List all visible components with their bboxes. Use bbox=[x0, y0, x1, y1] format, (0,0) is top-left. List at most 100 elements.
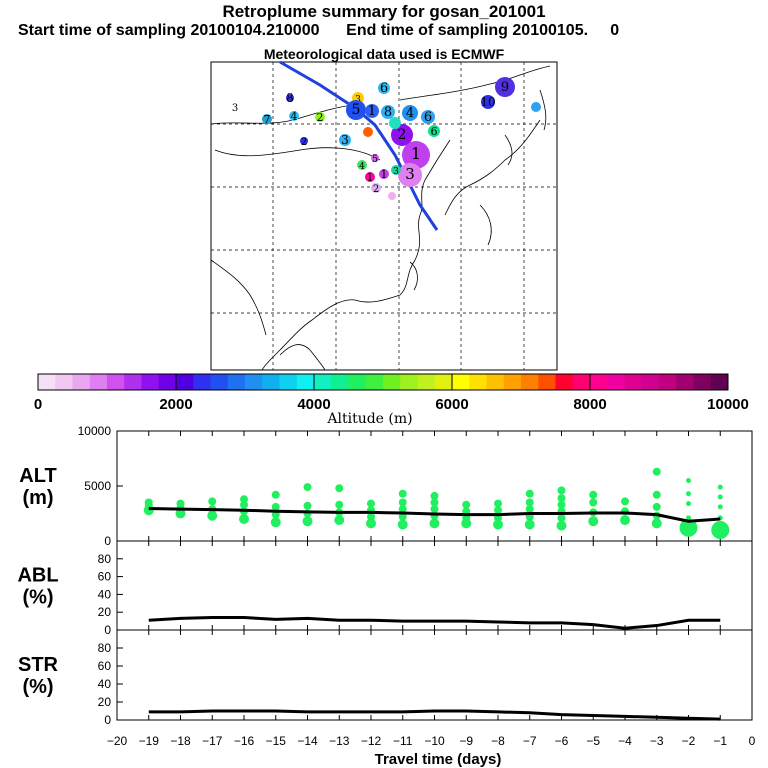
x-tick-label: −2 bbox=[682, 734, 696, 748]
cluster-dot bbox=[402, 105, 418, 121]
cluster-point bbox=[397, 519, 408, 530]
cluster-point bbox=[303, 483, 312, 492]
colorbar-swatch bbox=[590, 374, 608, 390]
colorbar-swatch bbox=[296, 374, 315, 390]
cluster-dot bbox=[339, 134, 351, 146]
colorbar-swatch bbox=[641, 374, 660, 390]
cluster-point bbox=[557, 486, 566, 495]
cluster-label: 4 bbox=[359, 162, 365, 172]
colorbar-swatch bbox=[365, 374, 384, 390]
colorbar-tick-label: 2000 bbox=[159, 396, 192, 413]
cluster-dot bbox=[286, 94, 294, 102]
colorbar-swatch bbox=[124, 374, 142, 390]
colorbar-swatch bbox=[521, 374, 539, 390]
cluster-dot bbox=[365, 104, 379, 118]
colorbar-swatch bbox=[469, 374, 487, 390]
cluster-point bbox=[621, 497, 629, 506]
colorbar-swatch bbox=[158, 374, 177, 390]
x-tick-label: −19 bbox=[139, 734, 160, 748]
colorbar-swatch bbox=[555, 374, 574, 390]
colorbar-swatch bbox=[538, 374, 556, 390]
colorbar-swatch bbox=[693, 374, 712, 390]
y-tick-label: 60 bbox=[98, 570, 112, 584]
colorbar-swatch bbox=[572, 374, 591, 390]
colorbar-swatch bbox=[210, 374, 229, 390]
cluster-point bbox=[240, 495, 248, 504]
cluster-label: 9 bbox=[501, 80, 509, 95]
cluster-dot bbox=[389, 117, 401, 129]
y-tick-label: 5000 bbox=[84, 479, 111, 493]
cluster-dot bbox=[371, 154, 379, 162]
cluster-dot bbox=[365, 172, 375, 182]
cluster-label: 1 bbox=[368, 104, 376, 119]
cluster-point bbox=[398, 489, 407, 498]
y-tick-label: 10000 bbox=[78, 424, 112, 438]
colorbar-swatch bbox=[262, 374, 280, 390]
x-tick-label: −11 bbox=[393, 734, 413, 748]
colorbar-swatch bbox=[279, 374, 298, 390]
colorbar-swatch bbox=[72, 374, 91, 390]
cluster-point bbox=[652, 502, 661, 511]
cluster-point bbox=[717, 494, 723, 500]
cluster-dot bbox=[381, 105, 395, 119]
y-tick-label: 0 bbox=[104, 713, 111, 727]
cluster-point bbox=[240, 500, 248, 509]
sampling-times: Start time of sampling 20100104.210000 E… bbox=[18, 22, 620, 39]
x-tick-label: −12 bbox=[361, 734, 382, 748]
series-line bbox=[148, 507, 721, 523]
x-tick-label: −6 bbox=[555, 734, 569, 748]
cluster-point bbox=[367, 512, 375, 521]
cluster-point bbox=[686, 478, 691, 483]
x-tick-label: −1 bbox=[713, 734, 727, 748]
colorbar-swatch bbox=[400, 374, 418, 390]
x-tick-label: −3 bbox=[650, 734, 664, 748]
x-tick-label: −7 bbox=[523, 734, 537, 748]
colorbar-swatch bbox=[624, 374, 643, 390]
cluster-point bbox=[239, 514, 249, 524]
cluster-dot bbox=[481, 95, 495, 109]
cluster-label: 3 bbox=[355, 95, 361, 105]
cluster-point bbox=[652, 467, 661, 476]
cluster-point bbox=[557, 513, 566, 522]
cluster-dot bbox=[262, 114, 272, 124]
colorbar-swatch bbox=[38, 374, 56, 390]
y-tick-label: 80 bbox=[98, 641, 112, 655]
cluster-point bbox=[270, 517, 281, 528]
colorbar-swatch bbox=[141, 374, 160, 390]
cluster-dot bbox=[315, 112, 325, 122]
trajectory-lines bbox=[279, 60, 439, 231]
cluster-label: 8 bbox=[384, 105, 392, 120]
cluster-label: 4 bbox=[291, 110, 298, 123]
x-tick-label: −10 bbox=[424, 734, 445, 748]
y-tick-label: 0 bbox=[104, 534, 111, 548]
cluster-dot bbox=[421, 110, 435, 124]
colorbar-swatch bbox=[607, 374, 625, 390]
cluster-label: 6 bbox=[424, 110, 432, 125]
cluster-label: 3 bbox=[405, 165, 415, 183]
time-series-panels: 0500010000ALT(m)020406080ABL(%)020406080… bbox=[17, 424, 755, 768]
colorbar-swatch bbox=[417, 374, 436, 390]
y-tick-label: 20 bbox=[98, 695, 112, 709]
cluster-dot bbox=[289, 111, 299, 121]
colorbar-swatch bbox=[55, 374, 73, 390]
panel-str: 0 20 40 60 80 STR(%) bbox=[18, 629, 753, 727]
cluster-point bbox=[652, 490, 661, 499]
colorbar-swatch bbox=[89, 374, 108, 390]
cluster-point bbox=[367, 499, 375, 508]
colorbar-swatch bbox=[193, 374, 211, 390]
cluster-point bbox=[430, 505, 439, 514]
cluster-dot bbox=[391, 124, 413, 146]
colorbar-swatch bbox=[486, 374, 505, 390]
cluster-point bbox=[207, 510, 218, 521]
cluster-point bbox=[524, 519, 535, 530]
cluster-point bbox=[686, 491, 691, 497]
panel-ylabel: (m) bbox=[22, 487, 53, 509]
cluster-point bbox=[271, 502, 280, 511]
altitude-colorbar: 0 2000 4000 6000 8000 10000 Altitude (m) bbox=[34, 373, 749, 427]
cluster-label: 2 bbox=[317, 111, 324, 124]
cluster-point bbox=[271, 490, 280, 499]
cluster-point bbox=[334, 515, 345, 526]
x-tick-label: −15 bbox=[266, 734, 287, 748]
cluster-dot bbox=[402, 141, 430, 169]
